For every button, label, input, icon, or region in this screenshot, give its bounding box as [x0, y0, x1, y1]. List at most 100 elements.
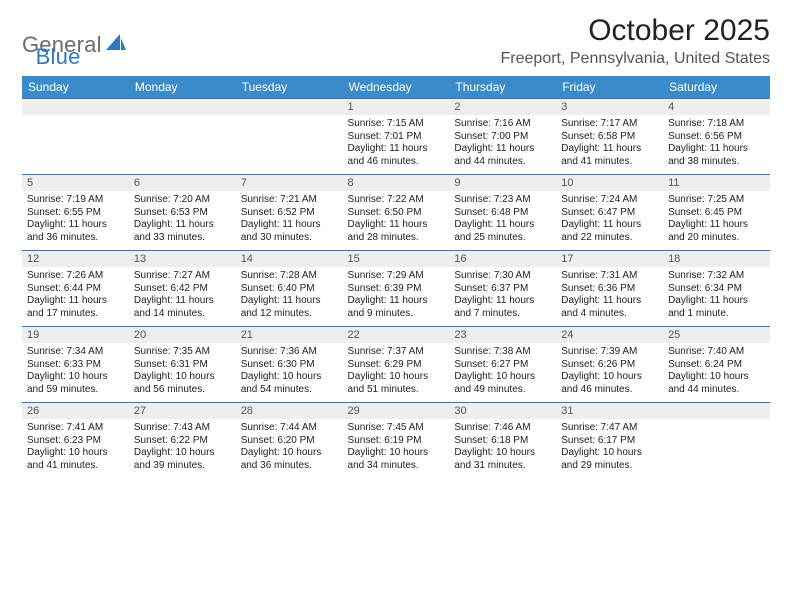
calendar-day-cell: 7Sunrise: 7:21 AMSunset: 6:52 PMDaylight… [236, 175, 343, 251]
day-detail: Sunrise: 7:32 AMSunset: 6:34 PMDaylight:… [663, 267, 770, 326]
daylight-line2: and 33 minutes. [134, 232, 231, 245]
day-detail-empty [236, 115, 343, 174]
daylight-line2: and 17 minutes. [27, 308, 124, 321]
day-number: 28 [236, 403, 343, 419]
sunset-text: Sunset: 6:52 PM [241, 207, 338, 220]
daylight-line1: Daylight: 10 hours [27, 371, 124, 384]
daylight-line2: and 51 minutes. [348, 384, 445, 397]
sunrise-text: Sunrise: 7:37 AM [348, 346, 445, 359]
day-number: 23 [449, 327, 556, 343]
calendar-day-cell: 6Sunrise: 7:20 AMSunset: 6:53 PMDaylight… [129, 175, 236, 251]
calendar-day-cell: 23 Sunrise: 7:38 AMSunset: 6:27 PMDayligh… [449, 327, 556, 403]
sunrise-text: Sunrise: 7:22 AM [348, 194, 445, 207]
sunset-text: Sunset: 6:30 PM [241, 359, 338, 372]
day-detail: Sunrise: 7:18 AMSunset: 6:56 PMDaylight:… [663, 115, 770, 174]
location: Freeport, Pennsylvania, United States [501, 50, 770, 68]
day-number-empty [663, 403, 770, 419]
sunrise-text: Sunrise: 7:38 AM [454, 346, 551, 359]
sunset-text: Sunset: 6:45 PM [668, 207, 765, 220]
daylight-line1: Daylight: 11 hours [561, 295, 658, 308]
daylight-line1: Daylight: 10 hours [241, 371, 338, 384]
sunset-text: Sunset: 6:48 PM [454, 207, 551, 220]
day-detail: Sunrise: 7:27 AMSunset: 6:42 PMDaylight:… [129, 267, 236, 326]
day-detail: Sunrise: 7:40 AMSunset: 6:24 PMDaylight:… [663, 343, 770, 402]
sunset-text: Sunset: 6:34 PM [668, 283, 765, 296]
daylight-line1: Daylight: 10 hours [454, 371, 551, 384]
day-number-empty [236, 99, 343, 115]
daylight-line1: Daylight: 10 hours [454, 447, 551, 460]
day-number: 8 [343, 175, 450, 191]
daylight-line2: and 39 minutes. [134, 460, 231, 473]
daylight-line2: and 49 minutes. [454, 384, 551, 397]
calendar-day-cell: 9Sunrise: 7:23 AMSunset: 6:48 PMDaylight… [449, 175, 556, 251]
daylight-line2: and 20 minutes. [668, 232, 765, 245]
daylight-line2: and 14 minutes. [134, 308, 231, 321]
daylight-line1: Daylight: 10 hours [348, 371, 445, 384]
calendar-day-cell: 12Sunrise: 7:26 AMSunset: 6:44 PMDayligh… [22, 251, 129, 327]
day-number: 21 [236, 327, 343, 343]
day-detail: Sunrise: 7:15 AMSunset: 7:01 PMDaylight:… [343, 115, 450, 174]
sunrise-text: Sunrise: 7:25 AM [668, 194, 765, 207]
day-header: Thursday [449, 76, 556, 99]
sunrise-text: Sunrise: 7:47 AM [561, 422, 658, 435]
sunrise-text: Sunrise: 7:32 AM [668, 270, 765, 283]
calendar-day-cell: 24Sunrise: 7:39 AMSunset: 6:26 PMDayligh… [556, 327, 663, 403]
calendar-day-cell: 22Sunrise: 7:37 AMSunset: 6:29 PMDayligh… [343, 327, 450, 403]
day-detail: Sunrise: 7:19 AMSunset: 6:55 PMDaylight:… [22, 191, 129, 250]
day-number: 20 [129, 327, 236, 343]
daylight-line2: and 44 minutes. [454, 156, 551, 169]
day-detail: Sunrise: 7:41 AMSunset: 6:23 PMDaylight:… [22, 419, 129, 478]
daylight-line1: Daylight: 10 hours [561, 371, 658, 384]
daylight-line1: Daylight: 11 hours [348, 143, 445, 156]
sunrise-text: Sunrise: 7:21 AM [241, 194, 338, 207]
daylight-line2: and 12 minutes. [241, 308, 338, 321]
day-header: Monday [129, 76, 236, 99]
calendar-day-cell: 2Sunrise: 7:16 AMSunset: 7:00 PMDaylight… [449, 99, 556, 175]
sunset-text: Sunset: 7:01 PM [348, 131, 445, 144]
daylight-line2: and 46 minutes. [348, 156, 445, 169]
daylight-line1: Daylight: 11 hours [454, 219, 551, 232]
daylight-line1: Daylight: 11 hours [454, 143, 551, 156]
calendar-day-cell: 30Sunrise: 7:46 AMSunset: 6:18 PMDayligh… [449, 403, 556, 479]
sunset-text: Sunset: 6:19 PM [348, 435, 445, 448]
daylight-line1: Daylight: 11 hours [241, 295, 338, 308]
day-number: 12 [22, 251, 129, 267]
day-detail: Sunrise: 7:36 AMSunset: 6:30 PMDaylight:… [236, 343, 343, 402]
calendar-day-cell: 20Sunrise: 7:35 AMSunset: 6:31 PMDayligh… [129, 327, 236, 403]
sunset-text: Sunset: 6:27 PM [454, 359, 551, 372]
day-detail: Sunrise: 7:23 AMSunset: 6:48 PMDaylight:… [449, 191, 556, 250]
sunrise-text: Sunrise: 7:36 AM [241, 346, 338, 359]
day-number: 10 [556, 175, 663, 191]
logo-sail-icon [106, 34, 126, 52]
daylight-line1: Daylight: 11 hours [561, 143, 658, 156]
day-number: 19 [22, 327, 129, 343]
calendar-day-cell: 31Sunrise: 7:47 AMSunset: 6:17 PMDayligh… [556, 403, 663, 479]
calendar-day-cell: 13Sunrise: 7:27 AMSunset: 6:42 PMDayligh… [129, 251, 236, 327]
sunrise-text: Sunrise: 7:31 AM [561, 270, 658, 283]
day-number: 11 [663, 175, 770, 191]
day-detail: Sunrise: 7:37 AMSunset: 6:29 PMDaylight:… [343, 343, 450, 402]
day-number: 4 [663, 99, 770, 115]
calendar-day-cell: 15Sunrise: 7:29 AMSunset: 6:39 PMDayligh… [343, 251, 450, 327]
daylight-line2: and 9 minutes. [348, 308, 445, 321]
daylight-line1: Daylight: 11 hours [134, 219, 231, 232]
sunset-text: Sunset: 6:47 PM [561, 207, 658, 220]
calendar-day-cell: 1Sunrise: 7:15 AMSunset: 7:01 PMDaylight… [343, 99, 450, 175]
day-number: 1 [343, 99, 450, 115]
day-detail: Sunrise: 7:35 AMSunset: 6:31 PMDaylight:… [129, 343, 236, 402]
daylight-line1: Daylight: 11 hours [454, 295, 551, 308]
logo-text-blue: Blue [36, 44, 81, 70]
sunrise-text: Sunrise: 7:45 AM [348, 422, 445, 435]
day-header-row: Sunday Monday Tuesday Wednesday Thursday… [22, 76, 770, 99]
calendar-day-cell [663, 403, 770, 479]
day-detail: Sunrise: 7:30 AMSunset: 6:37 PMDaylight:… [449, 267, 556, 326]
day-number: 24 [556, 327, 663, 343]
sunrise-text: Sunrise: 7:18 AM [668, 118, 765, 131]
calendar-day-cell: 27Sunrise: 7:43 AMSunset: 6:22 PMDayligh… [129, 403, 236, 479]
calendar-day-cell: 17Sunrise: 7:31 AMSunset: 6:36 PMDayligh… [556, 251, 663, 327]
calendar-day-cell: 5Sunrise: 7:19 AMSunset: 6:55 PMDaylight… [22, 175, 129, 251]
day-header: Tuesday [236, 76, 343, 99]
sunrise-text: Sunrise: 7:46 AM [454, 422, 551, 435]
calendar-day-cell: 8Sunrise: 7:22 AMSunset: 6:50 PMDaylight… [343, 175, 450, 251]
daylight-line1: Daylight: 11 hours [668, 219, 765, 232]
